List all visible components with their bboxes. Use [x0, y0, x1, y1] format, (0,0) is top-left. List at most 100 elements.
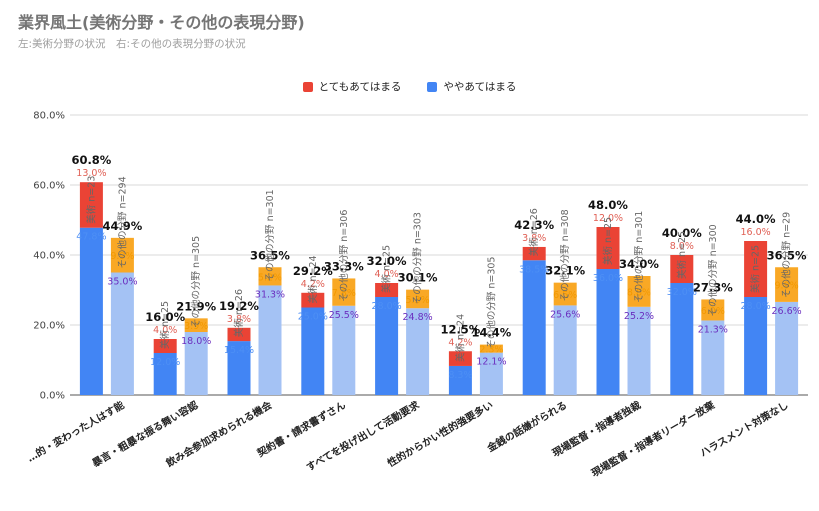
bar-segment-very [670, 255, 694, 283]
data-label-total: 29.2% [293, 264, 333, 278]
data-label-some: 25.0% [298, 312, 328, 323]
data-label-very: 6.0% [701, 306, 725, 317]
data-label-very: 5.3% [406, 295, 430, 306]
data-label-very: 8.8% [627, 287, 651, 298]
bar-segment-very [227, 327, 251, 342]
data-label-some: 8.3% [448, 370, 472, 381]
data-label-total: 12.5% [440, 322, 480, 336]
bar-segment-very [553, 282, 577, 306]
data-label-some: 36.0% [593, 273, 623, 284]
data-label-very: 13.0% [76, 168, 106, 179]
data-label-some: 25.6% [550, 309, 580, 320]
bar-segment-very [153, 339, 177, 353]
data-label-very: 4.0% [153, 325, 177, 336]
data-label-total: 32.1% [545, 264, 585, 278]
data-label-total: 32.0% [367, 254, 407, 268]
bar-segment-some [301, 307, 325, 395]
bar-segment-some [596, 269, 620, 395]
data-label-total: 44.0% [736, 212, 776, 226]
bar-segment-some [332, 305, 356, 395]
bar-segment-some [153, 353, 177, 395]
data-label-some: 21.3% [698, 324, 728, 335]
bar-n-label: 美術 n=25 [602, 217, 614, 265]
bar-segment-some [79, 227, 103, 395]
bar-segment-some [406, 308, 430, 395]
data-label-some: 12.0% [150, 357, 180, 368]
chart-title: 業界風土(美術分野・その他の表現分野) [18, 13, 305, 32]
bar-n-label: その他の分野 n=294 [116, 176, 128, 268]
bar-segment-some [522, 260, 546, 395]
data-label-some: 18.0% [181, 336, 211, 347]
data-label-very: 9.9% [110, 251, 134, 262]
bar-segment-very [258, 267, 282, 286]
data-label-very: 2.3% [479, 345, 503, 356]
data-label-total: 36.5% [250, 248, 290, 262]
data-label-very: 3.8% [227, 314, 251, 325]
bar-segment-some [479, 352, 503, 395]
bar-segment-very [775, 267, 799, 302]
bar-segment-very [110, 237, 134, 273]
bar-segment-very [406, 289, 430, 309]
bar-segment-some [375, 297, 399, 395]
legend: とてもあてはまる ややあてはまる [0, 79, 819, 94]
data-label-very: 7.8% [332, 288, 356, 299]
data-label-total: 44.9% [102, 219, 142, 233]
data-label-some: 32.0% [667, 287, 697, 298]
data-label-total: 60.8% [71, 153, 111, 167]
bar-segment-very [522, 246, 546, 261]
data-label-some: 24.8% [403, 312, 433, 323]
bar-segment-some [258, 285, 282, 395]
data-label-some: 31.3% [255, 289, 285, 300]
x-category-label: 現場監督・指導者リーダー放棄 [589, 398, 718, 480]
bar-segment-very [301, 292, 325, 308]
bar-n-label: 美術 n=24 [454, 314, 466, 362]
bar-n-label: その他の分野 n=305 [485, 257, 497, 349]
y-tick-label: 40.0% [33, 251, 65, 262]
bar-n-label: その他の分野 n=300 [707, 224, 719, 316]
bar-segment-very [79, 182, 103, 228]
bar-segment-very [375, 283, 399, 297]
data-label-very: 9.9% [775, 281, 799, 292]
data-label-total: 16.0% [145, 310, 185, 324]
data-label-some: 28.0% [741, 301, 771, 312]
data-label-very: 4.0% [375, 269, 399, 280]
legend-item-very[interactable]: とてもあてはまる [302, 79, 401, 94]
bar-n-label: その他の分野 n=308 [559, 209, 571, 301]
data-label-very: 12.0% [593, 213, 623, 224]
bar-segment-very [479, 344, 503, 353]
bar-segment-very [596, 227, 620, 269]
data-label-total: 27.3% [693, 280, 733, 294]
data-label-some: 25.2% [624, 311, 654, 322]
data-label-very: 6.5% [553, 290, 577, 301]
data-label-very: 4.2% [448, 337, 472, 348]
bar-segment-very [184, 318, 208, 332]
data-label-total: 40.0% [662, 226, 702, 240]
data-label-some: 26.6% [772, 306, 802, 317]
data-label-some: 47.8% [76, 232, 106, 243]
bar-n-label: 美術 n=26 [233, 289, 245, 337]
data-label-total: 21.9% [176, 299, 216, 313]
bar-segment-some [448, 365, 472, 395]
bar-segment-some [184, 332, 208, 395]
y-tick-label: 60.0% [33, 181, 65, 192]
bar-n-label: 美術 n=25 [750, 245, 762, 293]
bar-segment-some [744, 297, 768, 395]
bar-segment-very [448, 351, 472, 366]
chart-subtitle: 左:美術分野の状況 右:その他の表現分野の状況 [18, 38, 246, 50]
bar-n-label: 美術 n=24 [307, 255, 319, 303]
bar-segment-very [627, 276, 651, 307]
bar-n-label: その他の分野 n=29 [781, 212, 793, 298]
bar-segment-very [744, 241, 768, 297]
bar-segment-some [627, 306, 651, 395]
data-label-some: 25.5% [329, 310, 359, 321]
bar-n-label: 美術 n=23 [85, 176, 97, 224]
bar-n-label: 美術 n=25 [381, 245, 393, 293]
legend-item-some[interactable]: ややあてはまる [427, 79, 516, 94]
data-label-very: 16.0% [741, 227, 771, 238]
data-label-some: 35.0% [107, 277, 137, 288]
bar-segment-some [670, 283, 694, 395]
data-label-very: 8.0% [670, 241, 694, 252]
data-label-very: 4.2% [301, 279, 325, 290]
bar-n-label: その他の分野 n=306 [338, 210, 350, 302]
